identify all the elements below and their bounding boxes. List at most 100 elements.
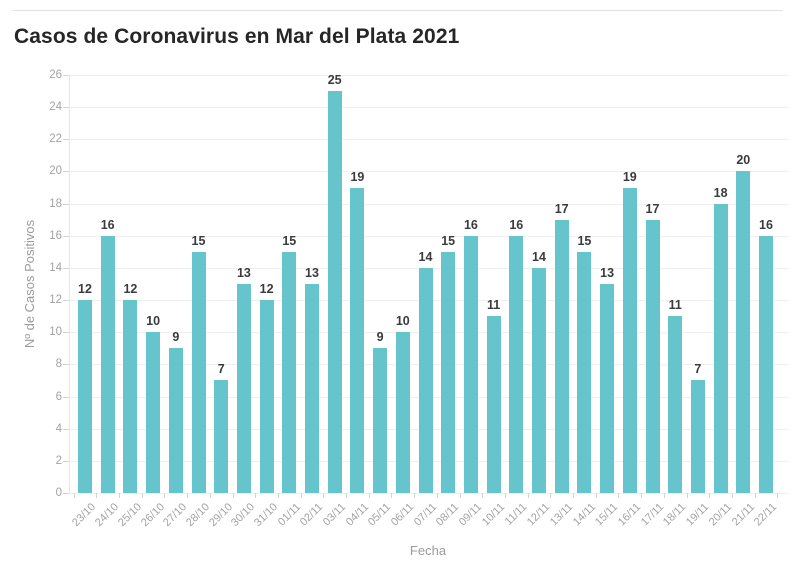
bar — [350, 187, 365, 493]
x-tick-label: 23/10 — [70, 501, 99, 529]
y-axis-title: Nº de Casos Positivos — [22, 219, 37, 349]
x-axis-tick — [119, 493, 121, 498]
x-axis-tick — [686, 493, 688, 498]
bar-value-label: 15 — [191, 233, 206, 248]
x-axis-tick — [187, 493, 189, 498]
bar — [441, 251, 456, 493]
x-tick-label: 14/11 — [570, 501, 598, 529]
bar — [373, 348, 388, 493]
y-axis-tick — [63, 171, 69, 173]
x-axis-tick — [550, 493, 552, 498]
x-tick-label: 25/10 — [115, 501, 144, 529]
y-axis-tick — [63, 203, 69, 205]
y-tick-label: 2 — [55, 454, 62, 467]
bar — [554, 219, 569, 493]
x-tick-label: 28/10 — [184, 501, 212, 529]
x-axis-tick — [414, 493, 416, 498]
bar — [690, 380, 705, 493]
x-tick-label: 04/11 — [343, 501, 371, 529]
bar-value-label: 13 — [305, 266, 319, 280]
bar — [395, 332, 410, 493]
bar — [146, 332, 161, 493]
bar-value-label: 15 — [441, 233, 456, 248]
y-gridline — [69, 139, 788, 141]
bar-value-label: 7 — [217, 362, 225, 377]
y-axis-tick — [63, 332, 69, 334]
bar-value-label: 16 — [759, 217, 773, 232]
x-axis-tick — [141, 493, 143, 498]
bar — [577, 251, 592, 493]
x-tick-label: 13/11 — [547, 501, 576, 529]
x-axis-tick — [504, 493, 506, 498]
y-axis-tick — [63, 75, 69, 76]
x-axis-tick — [232, 493, 234, 498]
bar — [236, 284, 251, 493]
x-tick-label: 19/11 — [684, 501, 712, 529]
x-tick-label: 22/11 — [752, 501, 780, 529]
x-tick-label: 30/10 — [229, 501, 258, 529]
x-axis-title: Fecha — [409, 543, 447, 558]
x-axis-tick — [618, 493, 620, 498]
bar-value-label: 20 — [736, 153, 751, 168]
bar-value-label: 19 — [622, 169, 637, 184]
x-tick-label: 18/11 — [661, 501, 689, 529]
bar — [418, 267, 433, 493]
x-tick-label: 16/11 — [615, 501, 644, 529]
bar — [100, 235, 115, 493]
bar — [532, 267, 546, 493]
y-tick-label: 12 — [49, 294, 62, 307]
y-tick-label: 18 — [49, 197, 62, 210]
bar — [736, 171, 751, 493]
bar-value-label: 16 — [509, 217, 524, 232]
x-axis-tick — [527, 493, 529, 498]
bar — [327, 91, 342, 493]
y-tick-label: 8 — [55, 358, 62, 371]
y-axis-tick — [63, 267, 69, 269]
bar — [713, 203, 728, 493]
bar-value-label: 12 — [78, 282, 92, 297]
x-axis-tick — [164, 493, 166, 498]
x-axis-tick — [459, 493, 461, 498]
x-tick-label: 31/10 — [252, 501, 281, 529]
bar — [282, 251, 297, 493]
x-tick-label: 07/11 — [411, 501, 439, 529]
x-tick-label: 05/11 — [366, 501, 394, 529]
y-tick-label: 16 — [49, 229, 62, 242]
bar-value-label: 9 — [376, 330, 384, 345]
x-tick-label: 29/10 — [206, 501, 235, 529]
bar — [259, 300, 274, 493]
bar — [645, 219, 660, 493]
bar — [486, 316, 501, 493]
bar-value-label: 17 — [645, 201, 660, 216]
y-axis-tick — [63, 139, 69, 141]
x-axis-tick — [209, 493, 211, 498]
x-axis-tick — [641, 493, 643, 498]
bar — [600, 284, 615, 493]
y-gridline — [69, 75, 788, 76]
x-axis-tick — [323, 493, 325, 498]
x-axis-tick — [731, 493, 733, 498]
bar — [123, 300, 138, 493]
x-tick-label: 12/11 — [525, 501, 553, 529]
y-tick-label: 20 — [49, 165, 62, 178]
x-axis-tick — [436, 493, 438, 498]
x-axis-tick — [754, 493, 756, 498]
bar — [168, 348, 183, 493]
bar-value-label: 14 — [532, 249, 546, 264]
x-tick-label: 24/10 — [93, 501, 122, 529]
y-gridline — [69, 203, 788, 205]
bar-value-label: 19 — [350, 169, 365, 184]
y-axis-tick — [63, 460, 69, 462]
y-axis-tick — [63, 364, 69, 366]
bar — [463, 235, 478, 493]
bar-value-label: 11 — [486, 298, 501, 313]
x-tick-label: 02/11 — [298, 501, 326, 529]
y-tick-label: 10 — [49, 326, 62, 339]
x-axis-tick — [73, 493, 75, 498]
x-tick-label: 03/11 — [320, 501, 349, 529]
x-tick-label: 17/11 — [638, 501, 666, 529]
bar — [622, 187, 637, 493]
bar-value-label: 15 — [577, 233, 592, 248]
y-gridline — [69, 171, 788, 173]
